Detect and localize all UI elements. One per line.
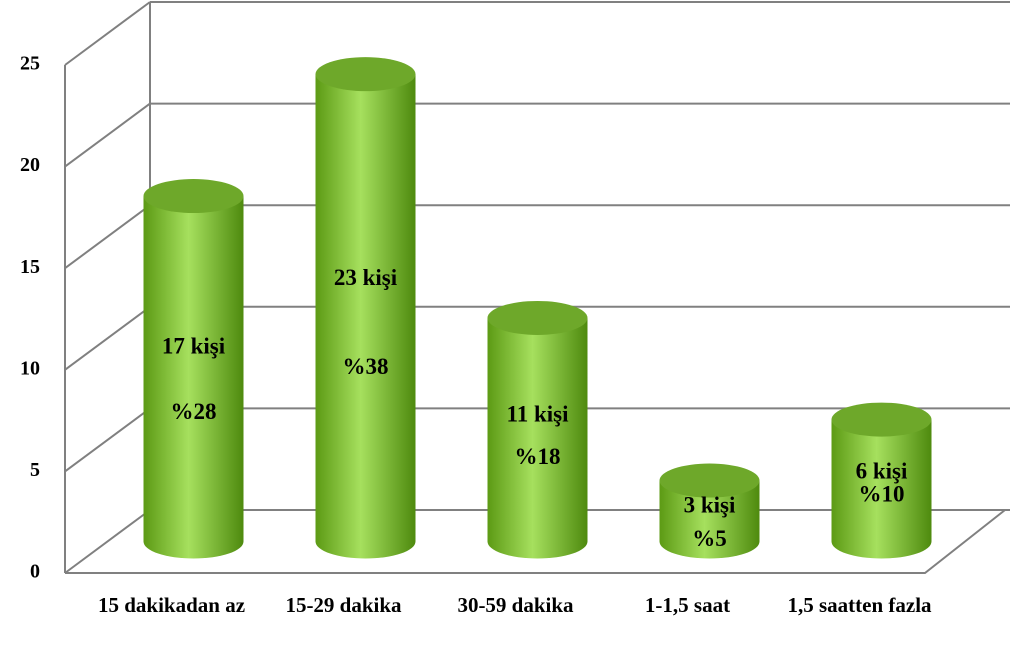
bar: [143, 196, 244, 559]
grid-diagonal: [64, 102, 151, 168]
percentage-label: %18: [515, 444, 561, 469]
bar: [831, 419, 932, 559]
percentage-label: %10: [859, 482, 905, 507]
x-tick-label: 15 dakikadan az: [97, 593, 246, 617]
percentage-label: %5: [692, 526, 727, 551]
x-tick-label: 1,5 saatten fazla: [787, 593, 932, 617]
bar-top: [487, 300, 588, 335]
percentage-label: %28: [171, 399, 217, 424]
cylinder: [315, 57, 416, 559]
grid-diagonal: [64, 509, 151, 574]
percentage-label: %38: [343, 354, 389, 379]
value-label: 6 kişi: [856, 459, 908, 484]
y-tick-label: 10: [20, 357, 40, 379]
value-label: 11 kişi: [506, 402, 569, 427]
bar: [659, 480, 760, 559]
grid-diagonal: [64, 305, 151, 371]
grid-diagonal: [64, 1, 151, 66]
y-tick-label: 15: [20, 256, 40, 278]
cylinder: [487, 300, 588, 559]
bar-top: [315, 57, 416, 92]
cylinder: [143, 179, 244, 559]
y-tick-label: 25: [20, 53, 40, 75]
value-label: 17 kişi: [162, 333, 226, 358]
bar-top: [659, 463, 760, 498]
bar-top: [831, 402, 932, 437]
x-tick-label: 1-1,5 saat: [644, 593, 731, 617]
x-tick-label: 15-29 dakika: [285, 593, 402, 617]
cylinder: [831, 402, 932, 559]
y-tick-label: 0: [30, 561, 40, 583]
y-tick-label: 20: [20, 154, 40, 176]
x-tick-label: 30-59 dakika: [457, 593, 574, 617]
value-label: 23 kişi: [334, 265, 398, 290]
bar: [487, 317, 588, 559]
grid-diagonal: [64, 407, 151, 473]
value-label: 3 kişi: [684, 493, 736, 518]
bar-top: [143, 179, 244, 214]
bar: [315, 74, 416, 559]
grid-diagonal: [64, 204, 151, 270]
cylinder: [659, 463, 760, 559]
y-tick-label: 5: [30, 459, 40, 481]
